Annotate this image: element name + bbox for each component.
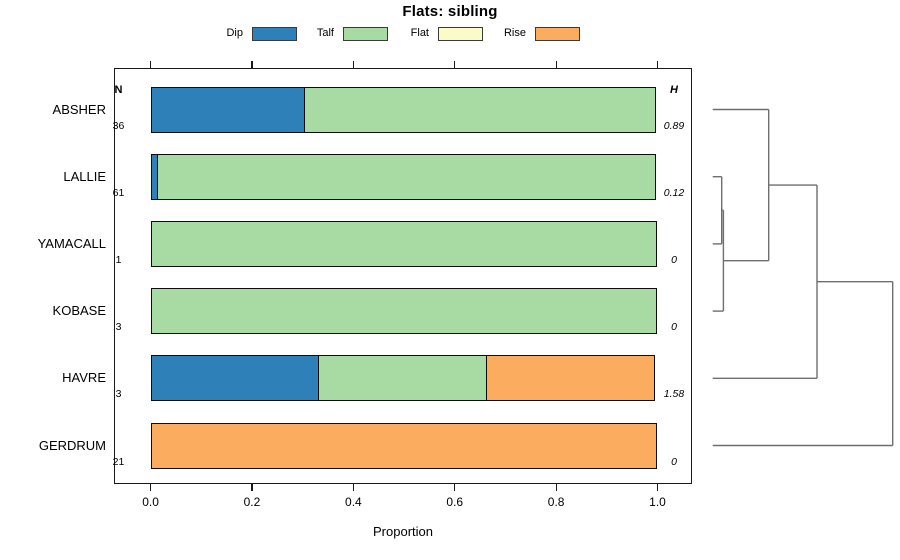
h-value: 0.12: [663, 186, 685, 199]
n-value: 3: [115, 388, 122, 401]
h-value: 1.58: [663, 388, 685, 401]
n-value: 36: [112, 119, 125, 132]
legend-label-dip: Dip: [226, 27, 243, 39]
stacked-bar-havre: [150, 355, 655, 402]
bar-segment-dip: [150, 86, 306, 133]
x-tick-bottom: [656, 484, 659, 491]
x-tick-bottom: [150, 484, 152, 491]
x-tick-top: [352, 61, 354, 68]
h-value: 0: [671, 253, 677, 266]
x-tick-label: 0.0: [142, 495, 159, 509]
h-value: 0: [671, 455, 677, 468]
x-tick-label: 0.4: [345, 495, 362, 509]
bar-segment-talf: [150, 220, 658, 267]
x-axis-label: Proportion: [373, 524, 433, 539]
stacked-bar-absher: [150, 86, 657, 133]
n-value: 3: [115, 321, 122, 334]
row-label-lallie: LALLIE: [63, 168, 106, 184]
legend-swatch-flat: [438, 27, 483, 41]
n-column-header: N: [114, 84, 123, 96]
h-value: 0: [671, 321, 677, 334]
x-tick-top: [555, 61, 557, 68]
bar-segment-rise: [486, 355, 655, 402]
stacked-bar-kobase: [150, 288, 658, 335]
h-column-header: H: [670, 84, 678, 96]
legend-swatch-dip: [252, 27, 297, 41]
x-tick-top: [454, 61, 456, 68]
row-label-kobase: KOBASE: [52, 303, 106, 319]
bar-segment-talf: [150, 288, 658, 335]
x-tick-top: [150, 61, 152, 68]
stacked-bar-lallie: [150, 153, 657, 200]
stacked-bar-yamacall: [150, 220, 658, 267]
chart-title: Flats: sibling: [402, 3, 498, 20]
legend-label-rise: Rise: [503, 27, 526, 39]
row-label-absher: ABSHER: [52, 101, 106, 117]
bar-segment-talf: [304, 86, 657, 133]
row-label-havre: HAVRE: [62, 370, 106, 386]
bar-segment-dip: [150, 355, 320, 402]
x-tick-top: [656, 61, 659, 68]
n-value: 1: [115, 253, 122, 266]
n-value: 21: [112, 455, 125, 468]
legend-swatch-rise: [535, 27, 580, 41]
x-tick-bottom: [352, 484, 354, 491]
n-value: 61: [112, 186, 125, 199]
row-label-gerdrum: GERDRUM: [38, 437, 106, 453]
x-tick-top: [251, 61, 253, 68]
legend-swatch-talf: [343, 27, 388, 41]
x-tick-label: 1.0: [649, 495, 666, 509]
legend: Dip Talf Flat Rise: [0, 0, 900, 46]
x-tick-label: 0.8: [547, 495, 565, 509]
legend-label-flat: Flat: [410, 27, 429, 39]
x-tick-bottom: [454, 484, 456, 491]
x-tick-label: 0.6: [446, 495, 464, 509]
bar-segment-rise: [150, 422, 658, 469]
bar-segment-talf: [318, 355, 488, 402]
stacked-bar-gerdrum: [150, 422, 658, 469]
x-tick-label: 0.2: [243, 495, 261, 509]
legend-label-talf: Talf: [316, 27, 334, 39]
bar-segment-talf: [157, 153, 657, 200]
x-tick-bottom: [555, 484, 557, 491]
plot-area: [114, 68, 692, 484]
x-tick-bottom: [251, 484, 253, 491]
row-label-yamacall: YAMACALL: [37, 235, 106, 251]
h-value: 0.89: [663, 119, 685, 132]
